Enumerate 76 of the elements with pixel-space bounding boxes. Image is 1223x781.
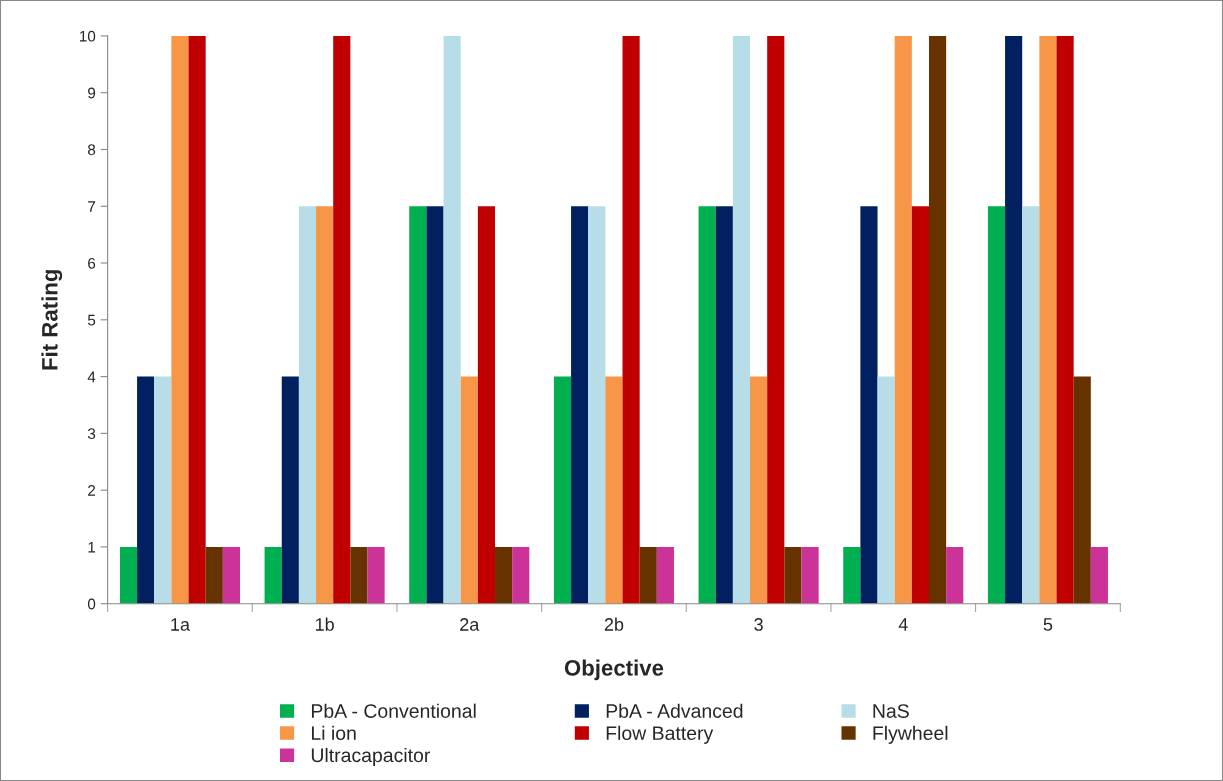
legend-label: Ultracapacitor bbox=[311, 747, 431, 767]
y-tick-label: 10 bbox=[79, 30, 96, 42]
legend-label: Li ion bbox=[311, 725, 356, 741]
x-tick-label: 1b bbox=[315, 617, 334, 631]
bar bbox=[119, 546, 138, 604]
bar bbox=[929, 35, 947, 604]
y-axis-title: Fit Rating bbox=[41, 270, 63, 370]
bar bbox=[1039, 35, 1057, 604]
y-tick-label: 4 bbox=[87, 371, 96, 383]
x-tick-label: 3 bbox=[754, 618, 763, 631]
y-tick-label: 9 bbox=[88, 87, 96, 99]
x-tick-label: 2b bbox=[604, 617, 624, 631]
legend-label: Flywheel bbox=[873, 725, 948, 744]
x-tick-label: 1a bbox=[171, 618, 190, 631]
bar bbox=[639, 546, 657, 604]
bar bbox=[571, 206, 589, 604]
bar bbox=[946, 546, 964, 604]
y-tick-label: 8 bbox=[87, 144, 96, 156]
y-tick-label: 2 bbox=[88, 485, 96, 496]
bar bbox=[333, 35, 351, 604]
bar bbox=[801, 546, 819, 604]
bar bbox=[477, 206, 496, 604]
bar bbox=[605, 376, 623, 604]
bar bbox=[622, 35, 640, 604]
y-tick-label: 5 bbox=[87, 314, 96, 326]
bar bbox=[553, 376, 572, 604]
bar bbox=[732, 35, 751, 604]
bar bbox=[1056, 35, 1074, 604]
bar bbox=[171, 35, 189, 604]
bar bbox=[443, 35, 461, 604]
bar bbox=[495, 546, 513, 604]
bar bbox=[588, 206, 606, 604]
bar bbox=[281, 376, 299, 604]
legend-label: Flow Battery bbox=[606, 725, 714, 744]
bar bbox=[426, 206, 444, 604]
bar bbox=[843, 546, 861, 604]
bar bbox=[298, 206, 317, 604]
bar bbox=[137, 376, 155, 604]
legend-label: PbA - Advanced bbox=[606, 703, 743, 718]
bar bbox=[656, 546, 674, 604]
bar bbox=[264, 546, 282, 604]
bar bbox=[367, 546, 385, 604]
bar bbox=[1090, 546, 1108, 604]
x-tick-label: 2a bbox=[460, 618, 480, 631]
bar bbox=[512, 546, 530, 604]
y-tick-label: 7 bbox=[88, 201, 96, 212]
x-tick-label: 4 bbox=[898, 618, 908, 631]
bar bbox=[860, 206, 878, 604]
bar bbox=[784, 546, 802, 604]
bar bbox=[767, 35, 785, 604]
bar bbox=[188, 35, 206, 604]
bar bbox=[911, 206, 929, 604]
bar bbox=[460, 376, 478, 604]
y-tick-label: 1 bbox=[88, 541, 96, 553]
bar bbox=[1022, 206, 1040, 604]
bar bbox=[350, 546, 368, 604]
bar bbox=[1005, 35, 1023, 604]
bar bbox=[222, 546, 240, 604]
y-tick-label: 6 bbox=[88, 257, 96, 269]
bar bbox=[409, 206, 427, 604]
bar bbox=[154, 376, 172, 604]
bar bbox=[698, 206, 716, 604]
bar bbox=[877, 376, 895, 604]
bar bbox=[715, 206, 733, 604]
bar bbox=[894, 35, 912, 604]
legend-label: PbA - Conventional bbox=[311, 703, 476, 718]
bar bbox=[1073, 376, 1091, 604]
y-tick-label: 0 bbox=[87, 598, 96, 610]
y-tick-label: 3 bbox=[87, 428, 96, 440]
legend-label: NaS bbox=[873, 704, 909, 718]
bar bbox=[750, 376, 768, 604]
x-tick-label: 5 bbox=[1043, 618, 1053, 631]
bar bbox=[205, 546, 223, 604]
x-axis-title: Objective bbox=[564, 659, 664, 681]
bar bbox=[316, 206, 334, 604]
bar bbox=[987, 206, 1006, 604]
